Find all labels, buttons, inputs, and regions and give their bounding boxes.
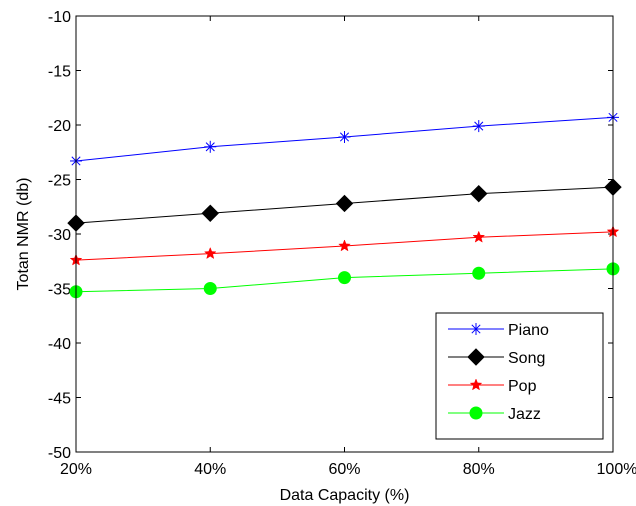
data-point-jazz bbox=[338, 271, 351, 285]
legend-marker-pop bbox=[469, 378, 483, 391]
series-layer bbox=[67, 111, 622, 299]
data-point-jazz bbox=[472, 266, 486, 280]
y-tick-label: -45 bbox=[48, 391, 71, 408]
legend-marker-jazz bbox=[469, 406, 483, 420]
legend-label-pop: Pop bbox=[508, 378, 537, 395]
data-point-piano bbox=[472, 120, 485, 133]
legend-label-piano: Piano bbox=[508, 322, 549, 339]
legend-item-song: Song bbox=[448, 348, 545, 367]
y-tick-label: -50 bbox=[48, 445, 71, 462]
x-axis-label: Data Capacity (%) bbox=[280, 487, 410, 504]
plot-frame bbox=[75, 15, 614, 453]
data-point-jazz bbox=[203, 282, 217, 295]
legend-marker-song bbox=[467, 348, 485, 366]
x-tick-label: 60% bbox=[328, 461, 360, 478]
legend-label-jazz: Jazz bbox=[508, 406, 541, 423]
data-point-song bbox=[470, 184, 488, 203]
y-tick-label: -20 bbox=[48, 118, 71, 135]
data-point-piano bbox=[338, 130, 351, 143]
y-axis-ticks: -10 -15 -20 -25 -30 -35 -40 -45 -50 bbox=[48, 9, 613, 462]
y-tick-label: -40 bbox=[48, 336, 71, 353]
data-point-song bbox=[335, 194, 354, 213]
legend-item-pop: Pop bbox=[448, 378, 537, 395]
series-song bbox=[67, 178, 622, 232]
x-tick-label: 100% bbox=[597, 461, 636, 478]
y-tick-label: -10 bbox=[48, 9, 71, 26]
y-tick-label: -30 bbox=[48, 227, 71, 244]
x-axis-ticks: 20% 40% 60% 80% 100% bbox=[60, 16, 636, 478]
legend-box bbox=[435, 312, 604, 440]
data-point-piano bbox=[204, 140, 217, 153]
x-tick-label: 20% bbox=[60, 461, 92, 478]
data-point-pop bbox=[338, 239, 351, 252]
x-tick-label: 80% bbox=[463, 461, 495, 478]
data-point-pop bbox=[472, 230, 486, 243]
y-tick-label: -25 bbox=[48, 173, 71, 190]
data-point-pop bbox=[203, 246, 217, 260]
legend-marker-piano bbox=[470, 323, 482, 335]
legend-item-piano: Piano bbox=[448, 322, 549, 339]
data-point-song bbox=[201, 204, 219, 222]
y-tick-label: -15 bbox=[48, 64, 71, 81]
x-tick-label: 40% bbox=[194, 461, 226, 478]
series-jazz bbox=[69, 262, 620, 299]
legend-item-jazz: Jazz bbox=[448, 406, 541, 423]
legend: Piano Song Pop Jazz bbox=[435, 312, 604, 440]
legend-label-song: Song bbox=[508, 350, 545, 367]
y-axis-label: Totan NMR (db) bbox=[15, 178, 32, 291]
y-tick-label: -35 bbox=[48, 282, 71, 299]
